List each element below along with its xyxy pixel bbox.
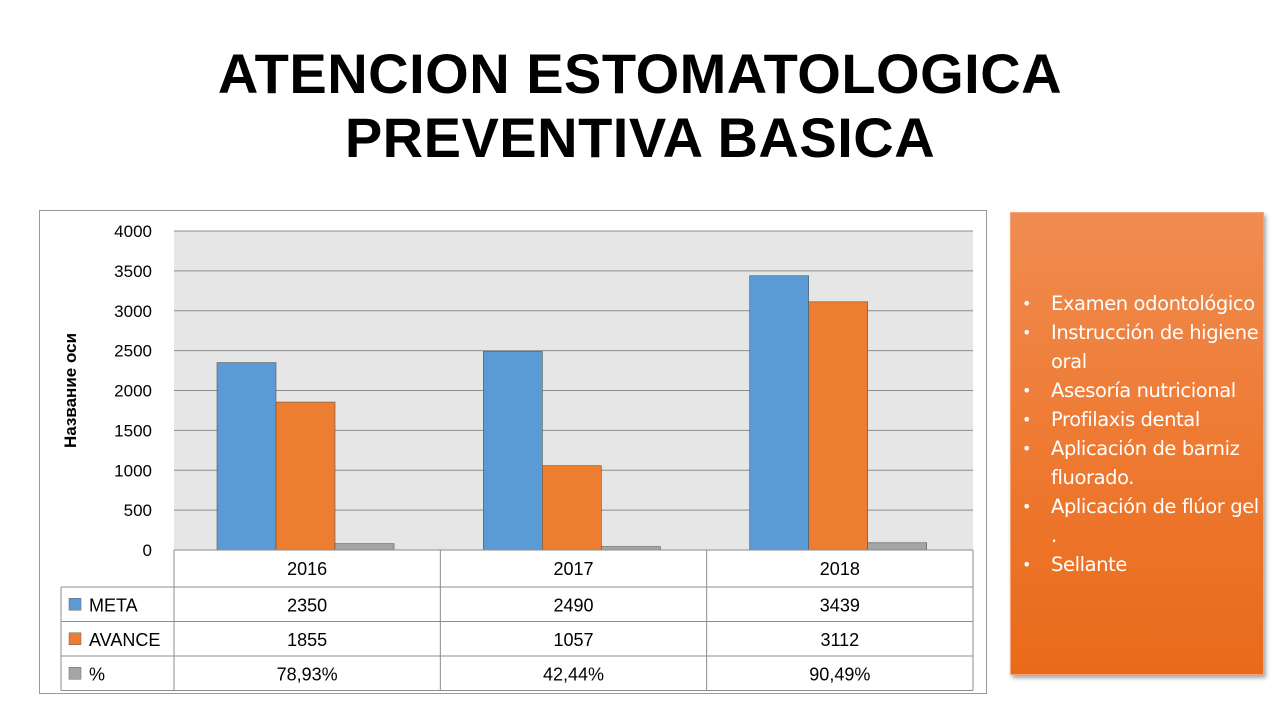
y-tick-label: 0 [143,541,152,560]
list-item: • Profilaxis dental [1021,405,1261,434]
bar-avance [542,465,602,551]
bullet-icon: • [1022,381,1032,400]
bar-meta [483,351,543,551]
legend-label: META [89,595,138,615]
list-item: • Asesoría nutricional [1021,376,1261,405]
y-tick-label: 4000 [114,222,152,241]
bar- [601,546,661,551]
title-line-2: PREVENTIVA BASICA [344,106,936,169]
y-tick-label: 1500 [114,421,152,440]
list-item-text: Asesoría nutricional [1051,379,1236,402]
list-item-text: Profilaxis dental [1051,408,1200,431]
legend-swatch [68,632,82,645]
bullet-icon: • [1022,555,1032,574]
bullet-icon: • [1022,410,1032,429]
y-tick-label: 3500 [114,262,152,281]
legend-swatch [68,598,82,611]
bullet-icon: • [1022,497,1032,516]
chart-frame: 0 500 1000 1500 2000 2500 3000 3500 4000 Название… [39,210,987,694]
category-label: 2017 [553,559,593,579]
list-item: • Instrucción de higiene oral [1021,318,1261,376]
list-item: • Aplicación de flúor gel . [1021,492,1261,550]
data-label: 90,49% [809,664,870,684]
y-tick-label: 2500 [114,342,152,361]
y-tick-label: 2000 [114,382,152,401]
bar-meta [749,275,809,551]
data-label: 3112 [820,630,859,650]
data-label: 1057 [553,630,593,650]
bar-avance [275,401,336,551]
data-label: 2350 [287,595,327,615]
data-label: 42,44% [543,664,604,684]
list-item: • Aplicación de barniz fluorado. [1021,434,1261,492]
bar-avance [808,301,868,551]
y-tick-label: 500 [124,501,152,520]
bullet-icon: • [1022,439,1032,458]
data-label: 3439 [820,595,860,615]
bar-meta [216,362,277,551]
data-label: 78,93% [277,664,338,684]
slide-title: ATENCION ESTOMATOLOGICA PREVENTIVA BASIC… [0,42,1280,170]
list-item-text: Aplicación de flúor gel . [1051,495,1259,547]
y-axis-title: Название оси [61,333,80,448]
list-item-text: Sellante [1051,553,1127,576]
title-line-1: ATENCION ESTOMATOLOGICA [217,42,1063,105]
list-item-text: Aplicación de barniz fluorado. [1051,437,1240,489]
bar- [867,542,927,551]
data-label: 2490 [553,595,593,615]
y-tick-label: 3000 [114,302,152,321]
list-item: • Sellante [1021,550,1261,579]
legend-label: % [89,664,105,684]
procedures-box: • Examen odontológico • Instrucción de hig… [1010,212,1264,675]
category-label: 2018 [820,559,860,579]
legend-swatch [68,667,82,680]
list-item: • Examen odontológico [1021,289,1261,318]
bullet-icon: • [1022,323,1032,342]
bullet-icon: • [1022,294,1032,313]
bar-chart: 0 500 1000 1500 2000 2500 3000 3500 4000 Название… [60,222,974,691]
category-label: 2016 [287,559,327,579]
procedures-list: • Examen odontológico • Instrucción de hig… [1021,289,1261,579]
bar- [334,543,395,551]
y-tick-label: 1000 [114,461,152,480]
list-item-text: Instrucción de higiene oral [1051,321,1259,373]
data-label: 1855 [287,630,327,650]
list-item-text: Examen odontológico [1051,292,1255,315]
legend-label: AVANCE [89,630,160,650]
